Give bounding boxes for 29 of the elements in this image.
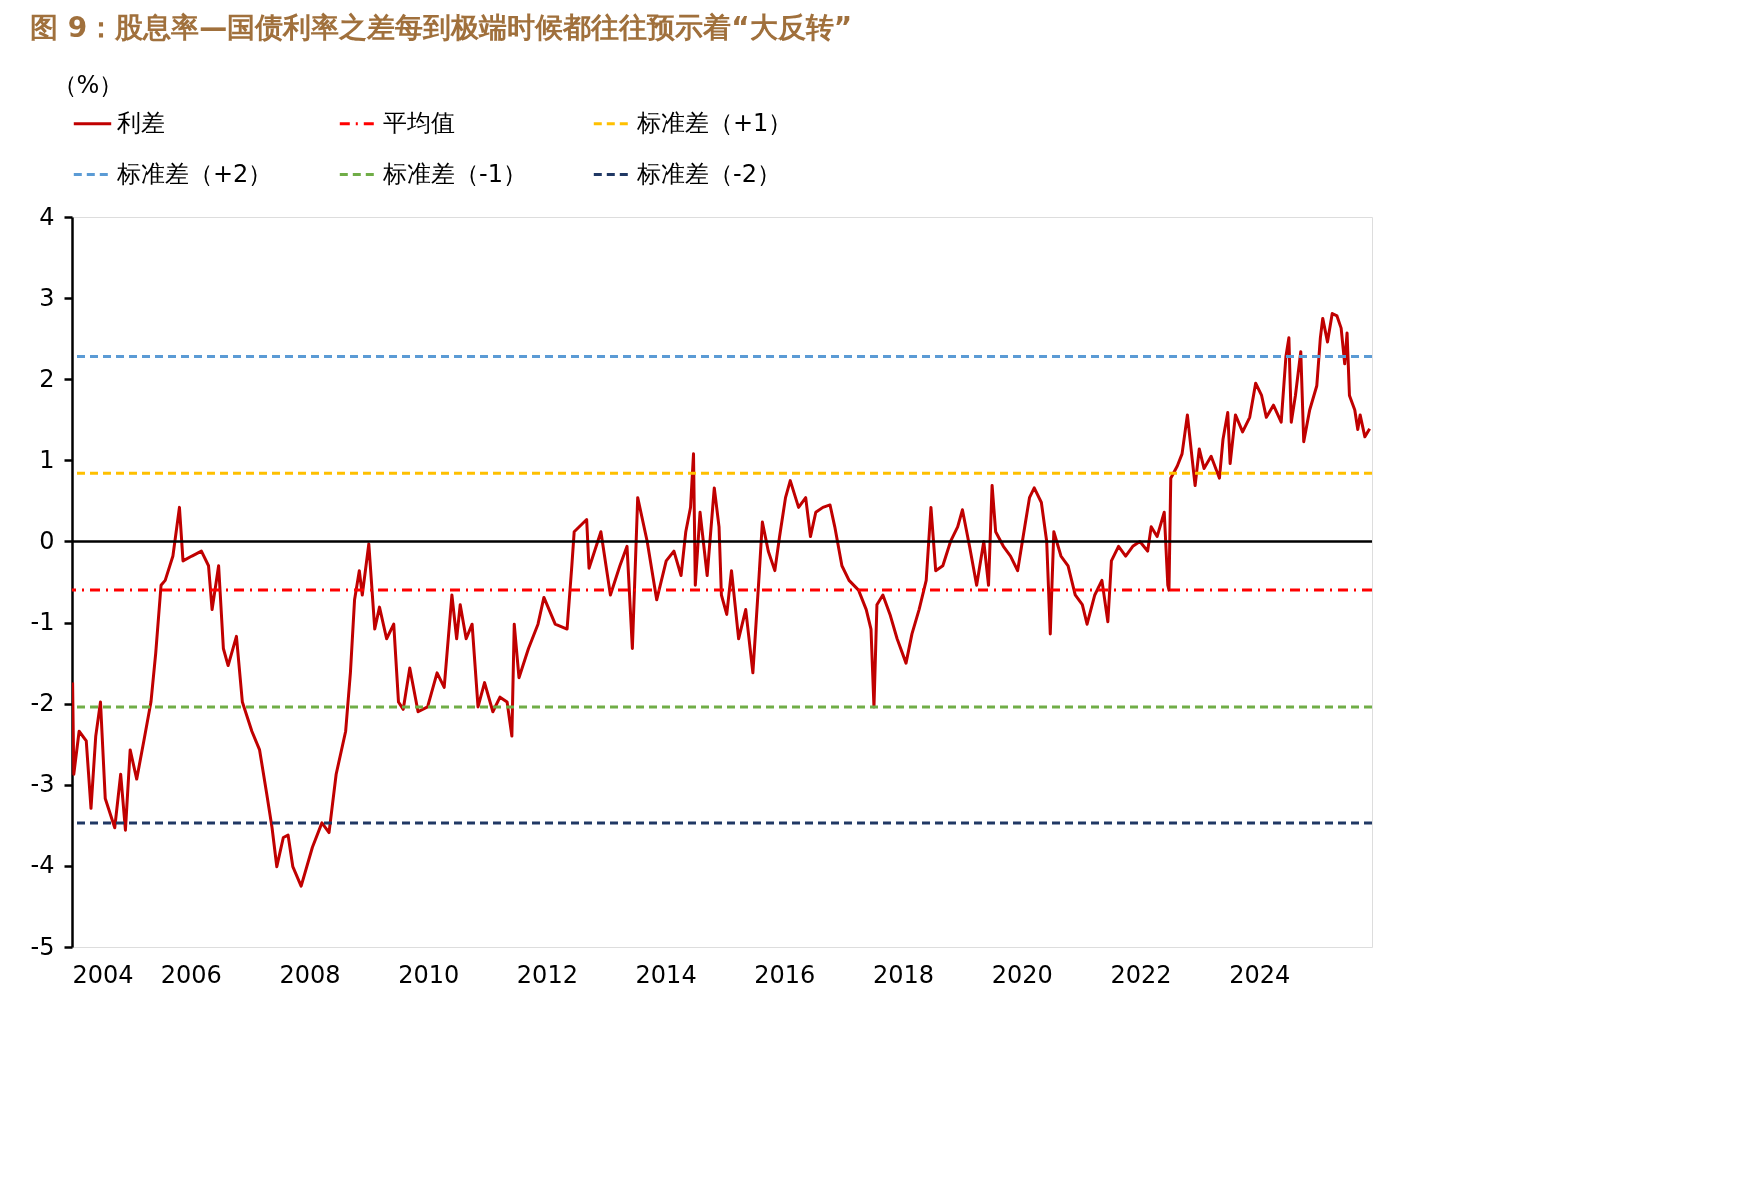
- y-axis-title: （%）: [52, 70, 124, 99]
- y-tick-label: 2: [39, 364, 55, 393]
- y-tick-label: 3: [39, 283, 55, 312]
- legend-label: 标准差（-1）: [382, 159, 527, 188]
- x-tick-label: 2012: [516, 960, 578, 989]
- y-tick-label: -1: [30, 608, 55, 637]
- x-tick-label: 2020: [991, 960, 1053, 989]
- legend-label: 利差: [117, 108, 165, 137]
- x-tick-label: 2008: [279, 960, 341, 989]
- x-tick-label: 2010: [398, 960, 460, 989]
- y-tick-label: -5: [30, 932, 55, 961]
- y-tick-label: -3: [30, 770, 55, 799]
- y-tick-label: 4: [39, 202, 55, 231]
- y-tick-label: 0: [39, 526, 55, 555]
- y-tick-label: -2: [30, 689, 55, 718]
- x-tick-label: 2014: [635, 960, 697, 989]
- x-tick-label: 2024: [1229, 960, 1291, 989]
- x-tick-label: 2016: [754, 960, 816, 989]
- x-tick-label: 2006: [160, 960, 222, 989]
- x-tick-label: 2018: [873, 960, 935, 989]
- legend-label: 平均值: [383, 108, 455, 137]
- legend-label: 标准差（+1）: [636, 108, 793, 137]
- legend-label: 标准差（+2）: [116, 159, 273, 188]
- x-tick-label: 2022: [1110, 960, 1172, 989]
- y-tick-label: -4: [30, 851, 55, 880]
- x-tick-label: 2004: [72, 960, 134, 989]
- legend-label: 标准差（-2）: [636, 159, 781, 188]
- chart-title: 图 9：股息率—国债利率之差每到极端时候都往往预示着“大反转”: [30, 11, 853, 44]
- y-tick-label: 1: [39, 445, 55, 474]
